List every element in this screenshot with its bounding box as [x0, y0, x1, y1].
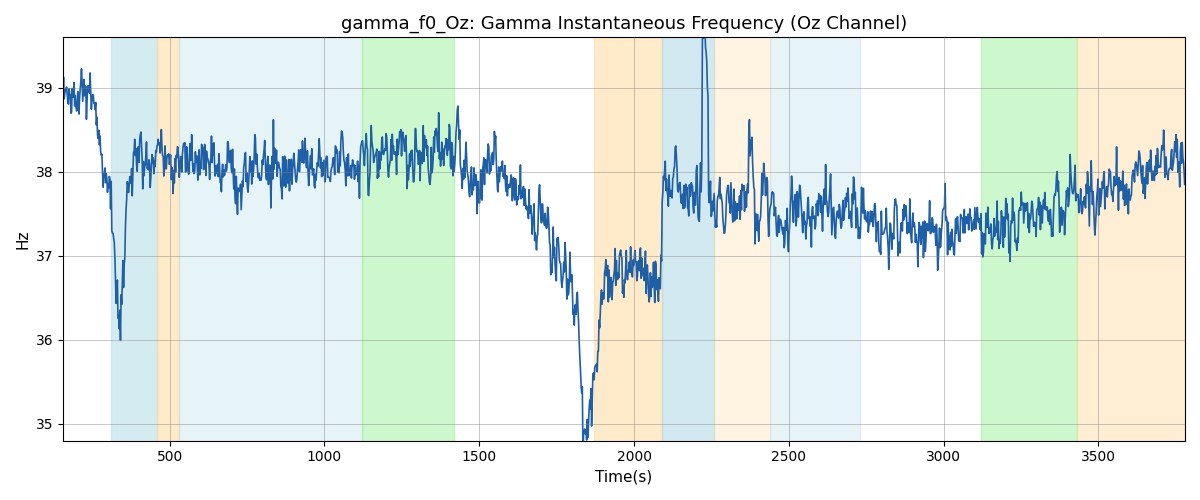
Bar [361, 38, 455, 440]
Bar [980, 38, 1076, 440]
Bar [179, 38, 361, 440]
Bar [770, 38, 860, 440]
Title: gamma_f0_Oz: Gamma Instantaneous Frequency (Oz Channel): gamma_f0_Oz: Gamma Instantaneous Frequen… [341, 15, 907, 34]
Bar [662, 38, 714, 440]
Bar [110, 38, 157, 440]
Bar [1076, 38, 1184, 440]
X-axis label: Time(s): Time(s) [595, 470, 653, 485]
Bar [157, 38, 179, 440]
Bar [714, 38, 770, 440]
Bar [594, 38, 662, 440]
Y-axis label: Hz: Hz [16, 230, 30, 249]
